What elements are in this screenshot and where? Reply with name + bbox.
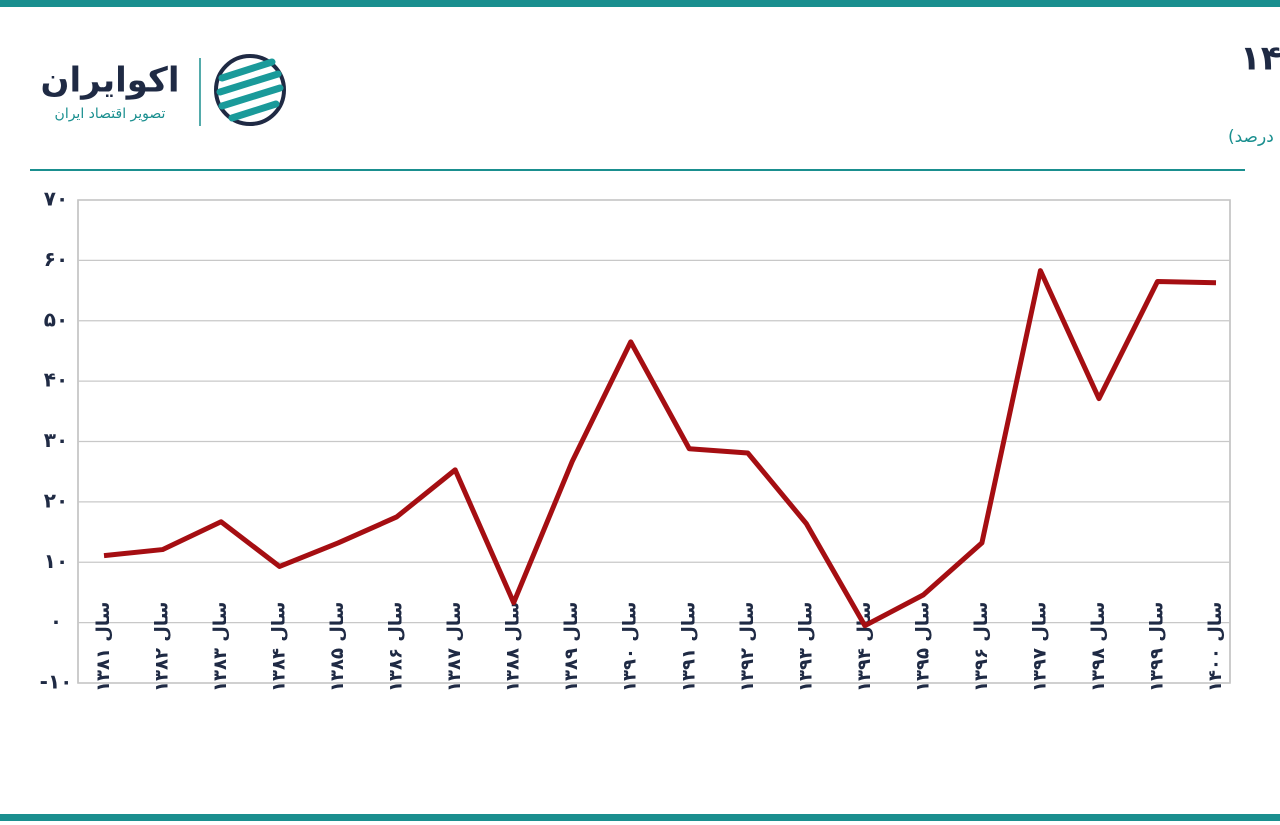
- x-tick-label: سال ۱۳۸۴: [269, 602, 290, 692]
- chart-title: روند تورم تولیدکننده بخش صنعت تا سال ۱۴۰…: [1240, 39, 1280, 79]
- y-tick-label: ۴۰: [44, 368, 68, 392]
- x-tick-label: سال ۱۳۸۵: [327, 602, 348, 692]
- x-tick-label: سال ۱۳۸۶: [386, 602, 407, 692]
- x-tick-label: سال ۱۳۹۸: [1088, 602, 1109, 692]
- data-line: [103, 268, 1217, 629]
- x-tick-label: سال ۱۳۹۰: [620, 602, 641, 692]
- y-tick-label: ۲۰: [44, 488, 68, 512]
- x-tick-label: سال ۱۳۹۵: [912, 602, 933, 692]
- brand-tagline: تصویر اقتصاد ایران: [55, 106, 166, 122]
- x-tick-label: سال ۱۳۹۹: [1146, 602, 1167, 692]
- x-tick-label: سال ۱۳۹۱: [678, 602, 699, 692]
- y-tick-label: ۷۰: [44, 187, 68, 211]
- x-tick-label: سال ۱۳۸۳: [210, 602, 231, 692]
- y-tick-label: ۶۰: [44, 247, 68, 271]
- x-tick-label: سال ۱۳۹۳: [795, 602, 816, 692]
- chart-subtitle: (واحد: درصد): [1228, 127, 1280, 147]
- top-bar: [0, 0, 1280, 7]
- x-tick-label: سال ۱۴۰۰: [1205, 602, 1226, 692]
- y-tick-label: ۳۰: [44, 428, 68, 452]
- x-tick-label: سال ۱۳۸۸: [503, 602, 524, 692]
- x-tick-label: سال ۱۳۹۷: [1029, 602, 1050, 692]
- brand-name: اکوایران: [41, 61, 180, 101]
- x-tick-label: سال ۱۳۹۶: [971, 602, 992, 692]
- x-tick-label: سال ۱۳۸۹: [561, 602, 582, 692]
- x-tick-label: سال ۱۳۸۱: [93, 602, 114, 692]
- x-tick-label: سال ۱۳۹۲: [737, 602, 758, 692]
- bottom-bar: [0, 814, 1280, 821]
- y-tick-label: ۵۰: [44, 307, 68, 331]
- logo-icon: [214, 54, 286, 126]
- y-tick-label: ۰: [50, 609, 62, 633]
- y-tick-label: ۱۰: [44, 549, 68, 573]
- x-tick-label: سال ۱۳۸۲: [152, 602, 173, 692]
- x-tick-label: سال ۱۳۸۷: [444, 602, 465, 692]
- y-tick-label: -۱۰: [40, 670, 73, 694]
